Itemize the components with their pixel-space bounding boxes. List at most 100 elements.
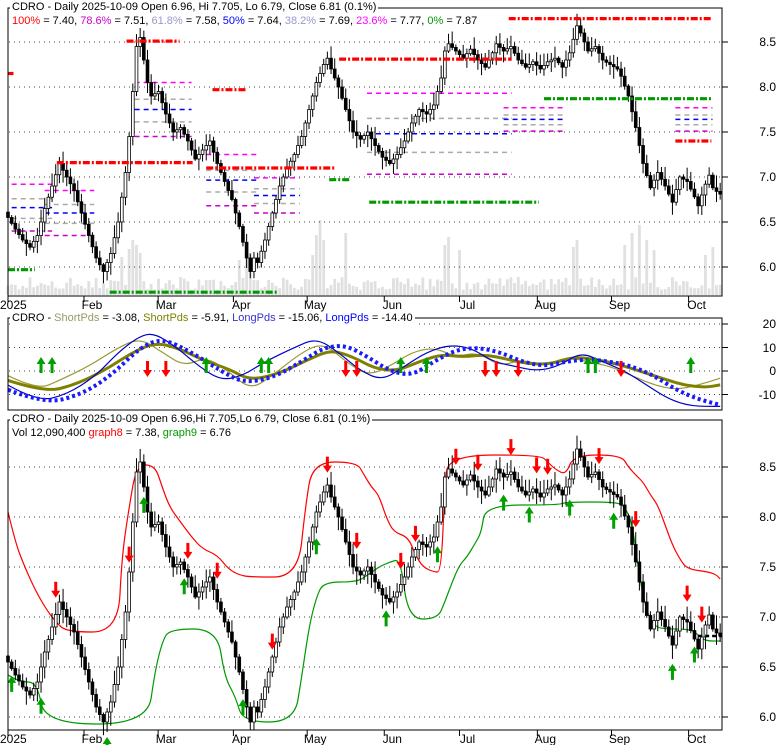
y-axis-label: 8.0 (759, 510, 776, 524)
oscillator-line-longpds (7, 338, 721, 407)
x-axis-label: May (303, 732, 327, 745)
volume-bar (142, 281, 146, 295)
volume-bar (472, 283, 476, 295)
x-axis-label: Feb (81, 298, 103, 312)
y-axis-label: 7.5 (759, 125, 776, 139)
volume-bar (182, 278, 186, 295)
volume-bar (593, 286, 597, 295)
volume-bar (638, 225, 641, 295)
volume-bar (212, 279, 215, 295)
volume-bar (237, 260, 241, 295)
buy-signal-arrow (179, 578, 189, 595)
volume-bar (615, 284, 619, 295)
sell-signal-arrow (543, 458, 553, 475)
volume-bar (439, 280, 443, 295)
volume-bar (83, 288, 87, 295)
volume-bar (553, 284, 557, 295)
volume-bar (575, 240, 579, 295)
volume-bar (39, 283, 43, 295)
panel1-header-title: CDRO - Daily 2025-10-09 Open 6.96, Hi 7.… (10, 1, 379, 14)
sell-signal-arrow (352, 532, 362, 549)
volume-bar (454, 288, 458, 295)
volume-bar (381, 286, 384, 295)
x-axis-label: Jun (382, 732, 402, 745)
buy-signal-arrow (609, 512, 619, 529)
volume-bar (43, 284, 47, 295)
volume-bar (197, 279, 201, 295)
volume-bar (149, 283, 153, 295)
sell-signal-arrow (352, 361, 362, 377)
volume-bar (531, 283, 535, 295)
sell-signal-arrow (631, 511, 641, 528)
y-axis-label: 7.5 (759, 560, 776, 574)
volume-bar (311, 255, 315, 295)
panel3-header-title: CDRO - Daily 2025-10-09 Open 6.96,Hi 7.7… (10, 413, 373, 426)
y-axis-label: 20 (762, 317, 776, 331)
volume-bar (399, 282, 403, 295)
legend-text-part: = -14.40 (368, 312, 413, 324)
volume-bar (509, 277, 513, 295)
volume-bar (138, 253, 142, 295)
volume-bar (586, 285, 590, 295)
volume-bar (458, 250, 461, 295)
volume-bar (568, 285, 572, 295)
volume-bar (619, 284, 623, 295)
volume-bar (65, 282, 69, 295)
volume-bar (450, 283, 454, 295)
legend-text-part: 100% (12, 15, 41, 27)
sell-signal-arrow (142, 361, 152, 377)
volume-bar (707, 288, 711, 295)
buy-signal-arrow (201, 357, 211, 373)
volume-bar (538, 282, 542, 295)
y-axis-label: 8.0 (759, 80, 776, 94)
volume-bar (201, 285, 204, 295)
x-axis-label: Sep (608, 298, 631, 312)
sell-signal-arrow (124, 546, 134, 563)
volume-bar (414, 283, 417, 295)
legend-text-part: 61.8% (151, 15, 183, 27)
volume-bar (403, 284, 406, 295)
volume-bar (685, 281, 689, 295)
volume-bar (689, 287, 693, 295)
volume-bar (626, 289, 630, 295)
volume-bar (395, 277, 399, 295)
buy-signal-arrow (36, 357, 46, 373)
volume-bar (715, 285, 718, 295)
volume-bar (557, 279, 561, 295)
legend-text-part: = -5.91, (188, 312, 233, 324)
volume-bar (597, 279, 601, 295)
sell-signal-arrow (506, 439, 516, 456)
sell-signal-arrow (183, 542, 193, 559)
volume-bar (54, 287, 58, 295)
volume-bar (502, 285, 505, 295)
volume-bar (406, 278, 410, 295)
volume-bar (208, 279, 212, 295)
volume-bar (46, 285, 50, 295)
legend-text-part: 38.2% (284, 15, 317, 27)
legend-text-part: = 7.51, (111, 15, 152, 27)
volume-bar (179, 277, 182, 295)
legend-text-part: CDRO - Daily 2025-10-09 Open 6.96,Hi 7.7… (12, 413, 371, 425)
sell-signal-arrow (491, 361, 501, 377)
buy-signal-arrow (256, 357, 266, 373)
volume-bar (303, 278, 307, 295)
legend-text-part: Vol 12,090,400 (12, 427, 89, 439)
legend-text-part: = -15.06, (275, 312, 326, 324)
x-axis-label: Apr (232, 732, 251, 745)
volume-bar (10, 284, 14, 295)
sell-signal-arrow (616, 361, 626, 377)
legend-text-part: 23.6% (356, 15, 388, 27)
volume-bar (535, 284, 539, 295)
volume-bar (428, 278, 432, 295)
volume-bar (135, 245, 138, 295)
volume-bar (171, 284, 175, 295)
volume-bar (94, 277, 98, 295)
volume-bar (612, 278, 616, 295)
volume-bar (13, 284, 17, 295)
volume-bar (102, 283, 105, 295)
sell-signal-arrow (480, 361, 490, 377)
legend-text-part: LongPds (325, 312, 369, 324)
buy-signal-arrow (7, 675, 17, 692)
volume-bar (608, 285, 612, 295)
